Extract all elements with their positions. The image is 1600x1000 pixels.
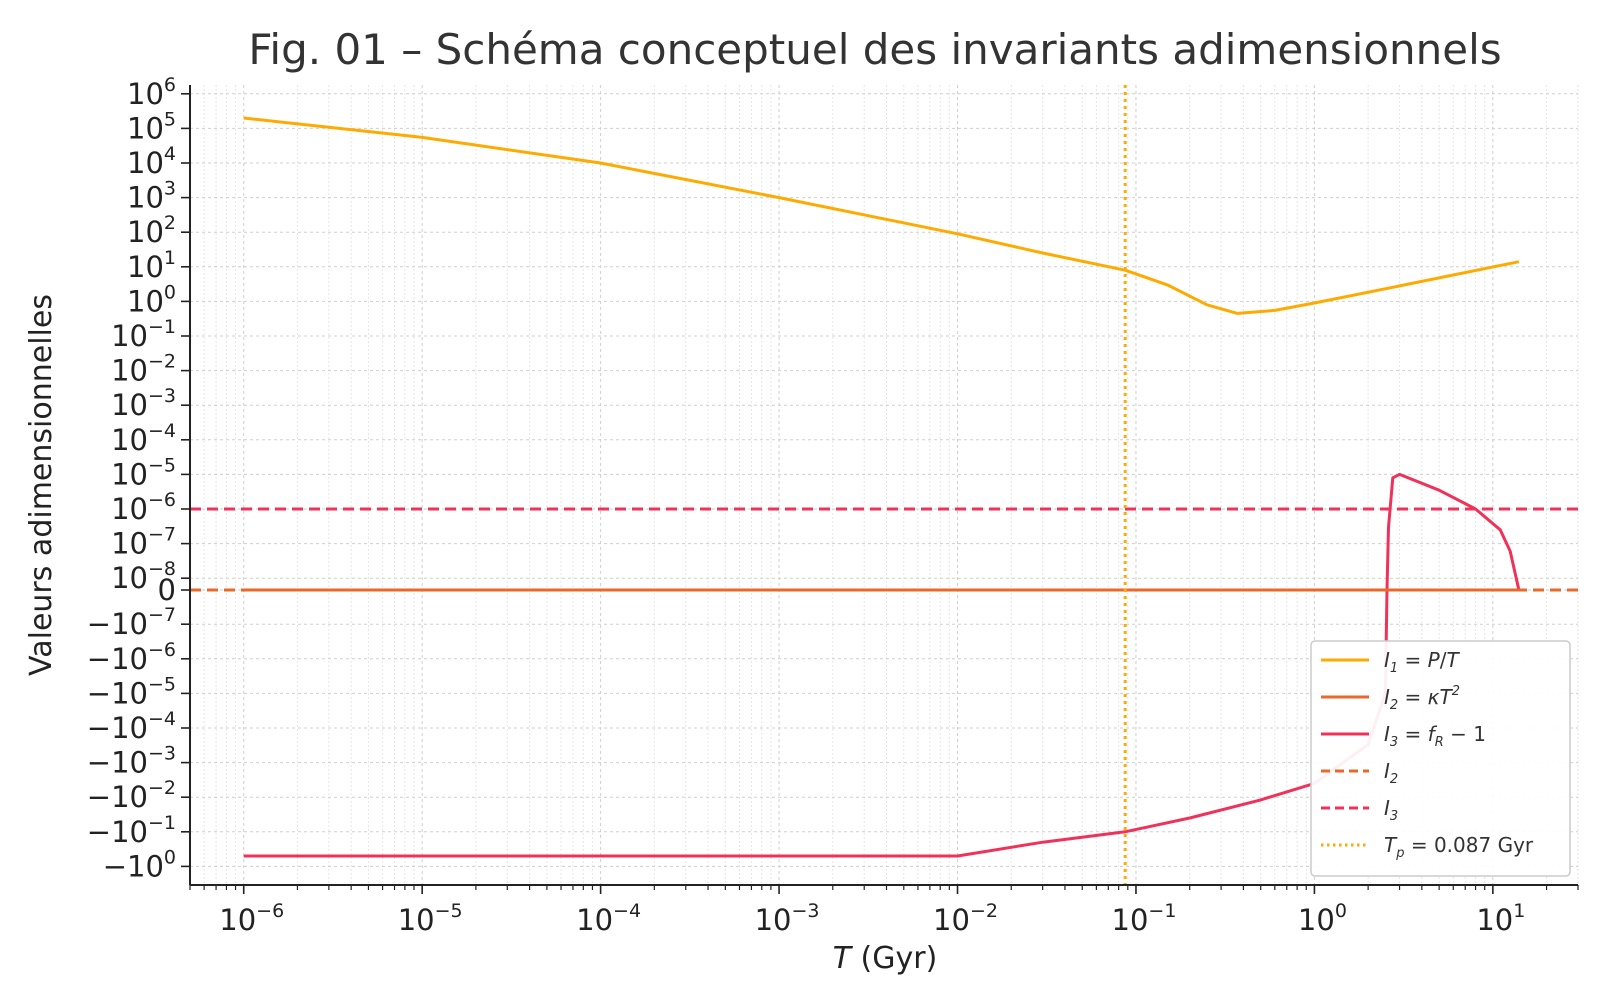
legend: I1 = P/T I2 = κT2 I3 = fR − 1 I2 I3 Tp = 0.08…: [1310, 640, 1571, 877]
y-tick-label: 10−5: [111, 454, 176, 491]
plot-area: [190, 85, 1578, 885]
y-tick-label: −10−3: [87, 743, 176, 780]
x-tick-label: 10−3: [755, 900, 820, 937]
legend-label: I1 = P/T: [1384, 648, 1460, 676]
legend-label: I3 = fR − 1: [1384, 722, 1486, 750]
x-tick-label: 10−2: [933, 900, 998, 937]
y-tick-label: 104: [127, 143, 176, 180]
y-tick-label: 10−1: [111, 316, 176, 353]
legend-label: Tp = 0.087 Gyr: [1384, 833, 1534, 861]
y-tick-label: 10−6: [111, 489, 176, 526]
y-tick-label: −10−2: [87, 777, 176, 814]
y-tick-label: 106: [127, 74, 176, 111]
y-tick-label: 101: [127, 247, 176, 284]
legend-label: I3: [1384, 796, 1398, 824]
y-tick-label: −100: [103, 846, 176, 883]
y-tick-label: 10−3: [111, 385, 176, 422]
axes: [181, 85, 1579, 894]
legend-label: I2 = κT2: [1384, 684, 1460, 713]
y-tick-label: −10−4: [87, 708, 176, 745]
legend-label: I2: [1384, 759, 1398, 787]
x-tick-label: 101: [1476, 900, 1525, 937]
y-tick-label: 10−2: [111, 351, 176, 388]
x-tick-label: 10−5: [398, 900, 463, 937]
legend-box: [1310, 640, 1571, 877]
x-tick-label: 10−1: [1112, 900, 1177, 937]
y-tick-label: 10−7: [111, 524, 176, 561]
y-tick-label: 10−8: [111, 558, 176, 595]
y-tick-label: 0: [158, 573, 176, 607]
chart-title: Fig. 01 – Schéma conceptuel des invarian…: [248, 25, 1501, 74]
x-tick-label: 10−6: [219, 900, 284, 937]
y-axis-label: Valeurs adimensionnelles: [24, 294, 59, 676]
y-tick-label: −10−5: [87, 673, 176, 710]
tick-labels: 10−6 10−5 10−4 10−3 10−2 10−1 100 1011061051041…: [87, 74, 1526, 937]
x-tick-label: 10−4: [576, 900, 641, 937]
y-tick-label: 10−4: [111, 420, 176, 457]
grid: [189, 85, 1579, 885]
y-tick-label: 105: [127, 108, 176, 145]
y-tick-label: −10−6: [87, 639, 176, 676]
x-tick-label: 100: [1298, 900, 1347, 937]
x-axis-label: T (Gyr): [833, 941, 938, 976]
y-tick-label: 100: [127, 281, 176, 318]
y-tick-label: 102: [127, 212, 176, 249]
series-1-line: [243, 116, 1520, 315]
y-tick-label: −10−7: [87, 604, 176, 641]
y-tick-label: −10−1: [87, 812, 176, 849]
y-tick-label: 103: [127, 178, 176, 215]
